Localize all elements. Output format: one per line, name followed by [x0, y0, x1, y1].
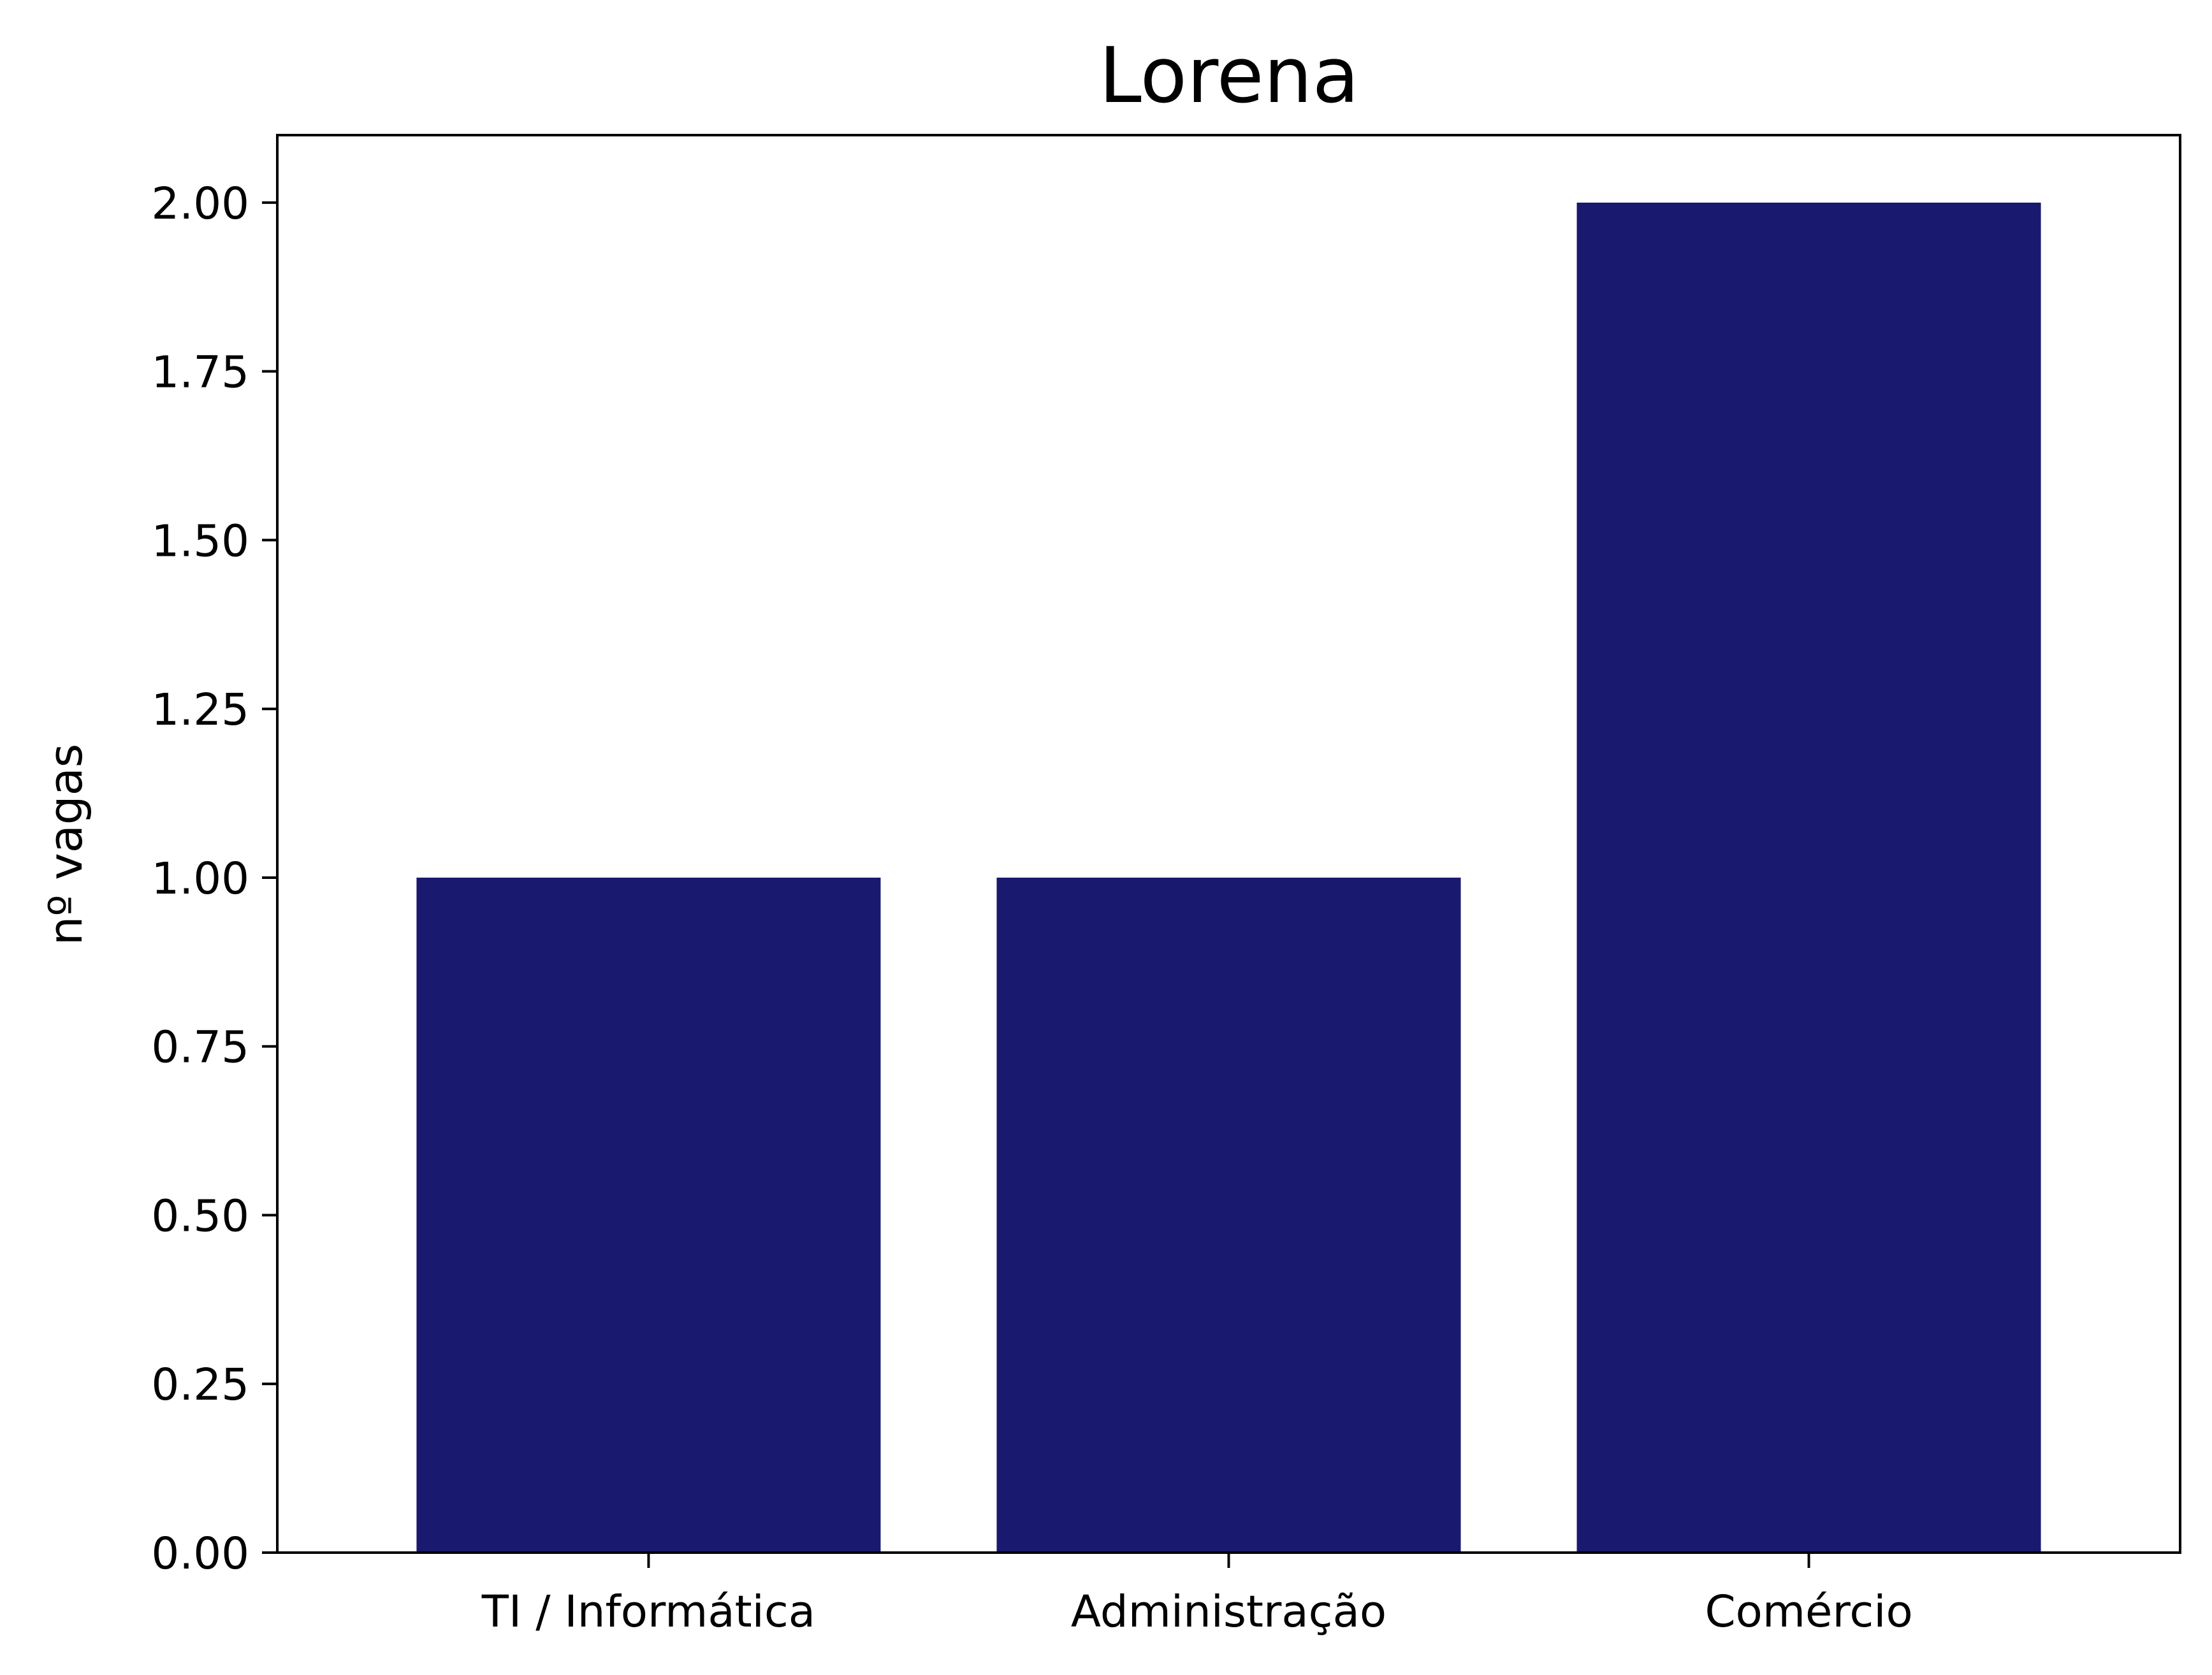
chart-title: Lorena: [1099, 32, 1359, 120]
x-tick-label: Administração: [1071, 1586, 1386, 1637]
y-tick-label: 0.75: [151, 1022, 249, 1073]
y-tick-label: 2.00: [151, 178, 249, 229]
y-tick-label: 1.75: [151, 347, 249, 398]
x-axis-ticks: TI / Informática Administração Comércio: [481, 1553, 1913, 1637]
y-tick-label: 1.50: [151, 516, 249, 567]
y-tick-label: 0.00: [151, 1528, 249, 1579]
x-tick-label: TI / Informática: [481, 1586, 815, 1637]
y-tick-label: 0.50: [151, 1191, 249, 1242]
x-tick-label: Comércio: [1705, 1586, 1912, 1637]
bars-layer: [416, 202, 2041, 1553]
axes-frame: [276, 134, 2181, 1554]
y-tick-label: 1.25: [151, 685, 249, 736]
bar-2: [1576, 202, 2041, 1553]
y-tick-label: 1.00: [151, 853, 249, 904]
y-axis-label: nº vagas: [39, 744, 92, 946]
bar-0: [416, 877, 881, 1553]
y-axis-ticks: 0.00 0.25 0.50 0.75 1.00 1.25 1.50 1.75 2.00: [151, 178, 277, 1579]
bar-1: [996, 877, 1461, 1553]
y-tick-label: 0.25: [151, 1360, 249, 1410]
